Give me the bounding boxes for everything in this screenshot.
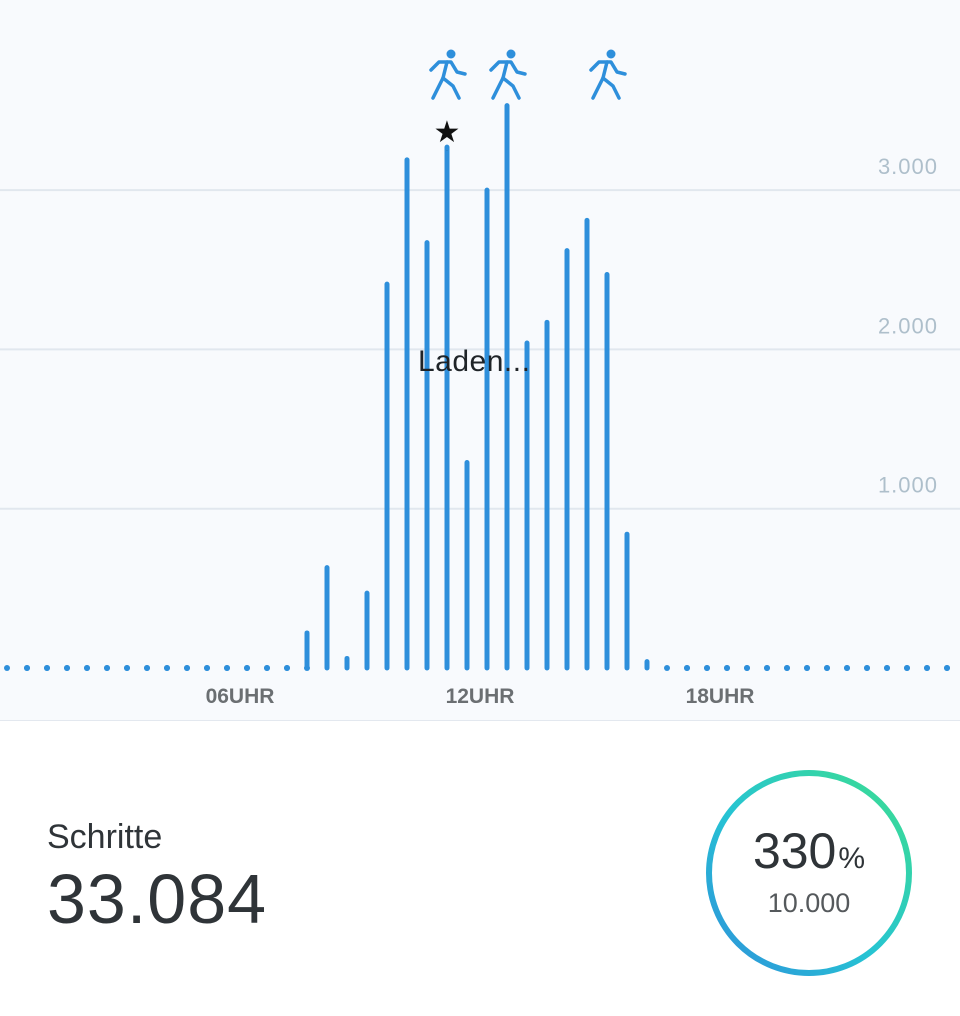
empty-slot-dot xyxy=(664,665,670,671)
empty-slot-dot xyxy=(244,665,250,671)
empty-slot-dot xyxy=(804,665,810,671)
goal-progress-ring[interactable] xyxy=(703,767,915,979)
steps-value: 33.084 xyxy=(47,860,268,938)
empty-slot-dot xyxy=(284,665,290,671)
empty-slot-dot xyxy=(744,665,750,671)
empty-slot-dot xyxy=(684,665,690,671)
empty-slot-dot xyxy=(224,665,230,671)
steps-label: Schritte xyxy=(47,818,163,856)
step-chart: 1.000 2.000 3.000 06UHR 12UHR 18UHR ★ Laden... xyxy=(0,49,960,721)
empty-slot-dot xyxy=(784,665,790,671)
goal-percent-value: 330 xyxy=(752,823,837,879)
empty-slot-dot xyxy=(944,665,950,671)
step-chart-svg: 1.000 2.000 3.000 06UHR 12UHR 18UHR ★ xyxy=(0,49,960,708)
empty-slot-dot xyxy=(44,665,50,671)
empty-slot-dot xyxy=(184,665,190,671)
empty-slot-dot xyxy=(64,665,70,671)
walking-person-icon[interactable] xyxy=(589,49,627,100)
empty-slot-dot xyxy=(124,665,130,671)
empty-slot-dot xyxy=(164,665,170,671)
star-icon: ★ xyxy=(434,115,461,150)
empty-slot-dot xyxy=(84,665,90,671)
empty-slot-dot xyxy=(104,665,110,671)
x-tick-label: 06UHR xyxy=(206,685,275,708)
goal-target: 10.000 xyxy=(767,888,851,918)
y-tick-label: 3.000 xyxy=(878,154,938,179)
empty-slot-dot xyxy=(844,665,850,671)
empty-slot-dot xyxy=(724,665,730,671)
walking-person-icon[interactable] xyxy=(489,49,527,100)
empty-slot-dot xyxy=(204,665,210,671)
steps-summary: Schritte 33.084 xyxy=(47,818,267,939)
empty-slot-dot xyxy=(704,665,710,671)
empty-slot-dot xyxy=(884,665,890,671)
loading-text: Laden... xyxy=(418,345,531,378)
goal-percent: 330% xyxy=(703,822,915,880)
walking-person-icon[interactable] xyxy=(429,49,467,100)
empty-slot-dot xyxy=(264,665,270,671)
y-tick-label: 1.000 xyxy=(878,473,938,498)
empty-slot-dot xyxy=(24,665,30,671)
empty-slot-dot xyxy=(864,665,870,671)
goal-percent-sign: % xyxy=(838,842,866,875)
x-tick-label: 18UHR xyxy=(686,685,755,708)
empty-slot-dot xyxy=(904,665,910,671)
empty-slot-dot xyxy=(924,665,930,671)
empty-slot-dot xyxy=(824,665,830,671)
empty-slot-dot xyxy=(144,665,150,671)
goal-ring-arc xyxy=(706,770,912,976)
empty-slot-dot xyxy=(764,665,770,671)
empty-slot-dot xyxy=(4,665,10,671)
x-tick-label: 12UHR xyxy=(446,685,515,708)
y-tick-label: 2.000 xyxy=(878,313,938,338)
